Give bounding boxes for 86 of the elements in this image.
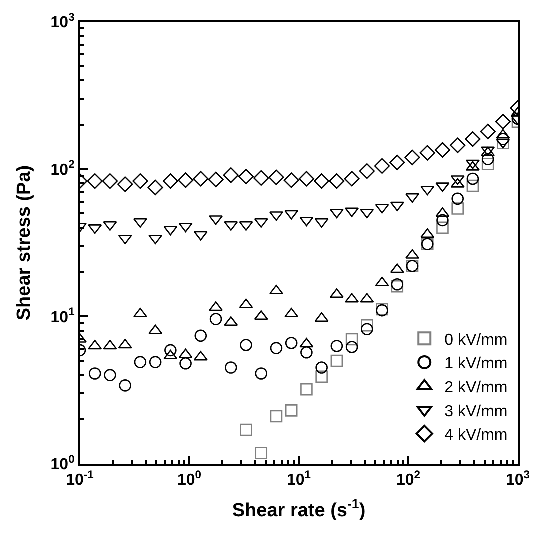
point [300,383,313,396]
point [87,173,103,190]
point [314,173,330,190]
point [164,344,177,357]
x-axis-title: Shear rate (s$^{-1}$) [232,496,366,522]
point [452,192,464,206]
point [268,170,284,186]
legend-label: 2 kV/mm [444,379,508,396]
point [284,172,300,188]
point [270,410,283,423]
point [330,354,344,368]
point [240,339,252,352]
point [134,356,147,368]
point [330,340,344,352]
point [224,362,238,374]
point [361,323,374,336]
y-tick-label: 10$^{3}$ [50,12,75,32]
point [482,158,494,171]
point [240,424,252,436]
x-tick-label: 10$^{2}$ [396,469,421,490]
y-axis-title: Shear stress (Pa) [14,165,36,321]
x-tick-label: 10$^{1}$ [286,469,312,490]
point [436,222,449,234]
point [466,180,480,192]
legend-label: 4 kV/mm [444,427,508,444]
x-tick-label: 10$^{3}$ [506,469,530,490]
point [436,214,449,227]
point [148,180,164,196]
point [452,202,464,215]
point [346,341,358,354]
legend-label: 0 kV/mm [444,332,508,349]
point [285,337,298,350]
point [359,163,375,180]
point [255,368,268,380]
point [314,218,329,228]
point [404,150,420,166]
point [285,404,298,417]
point [194,330,208,342]
y-tick-label: 10$^{1}$ [50,306,75,326]
point [346,333,358,346]
point [104,369,116,382]
point [254,218,268,228]
point [300,346,313,359]
point [210,313,222,326]
point [361,319,374,332]
point [133,218,148,228]
point [316,362,328,374]
legend-label: 3 kV/mm [444,403,508,420]
point [374,158,390,174]
point [316,370,328,384]
point [495,114,511,130]
point [255,447,268,460]
point [148,234,163,245]
point [180,357,192,370]
point [193,171,209,187]
point [238,168,254,185]
point [118,234,132,245]
point [480,124,496,140]
point [390,154,406,170]
point [223,168,239,184]
point [132,173,148,190]
point [254,170,270,186]
point [149,356,162,368]
point [465,131,481,148]
point [178,172,194,188]
y-tick-label: 10$^{2}$ [50,159,75,179]
point [178,222,193,233]
point [450,138,466,154]
point [497,133,510,146]
point [118,176,134,192]
point [329,173,345,190]
x-tick-label: 10$^{0}$ [177,469,202,490]
point [208,172,224,188]
legend-label: 1 kV/mm [444,356,508,373]
point [119,380,132,392]
point [344,171,360,187]
point [314,312,329,322]
point [102,173,118,190]
point [298,171,315,187]
point [482,153,494,166]
point [466,172,480,186]
point [434,142,451,158]
point [162,173,178,190]
point [88,368,102,380]
point [420,145,436,161]
point [270,342,283,354]
